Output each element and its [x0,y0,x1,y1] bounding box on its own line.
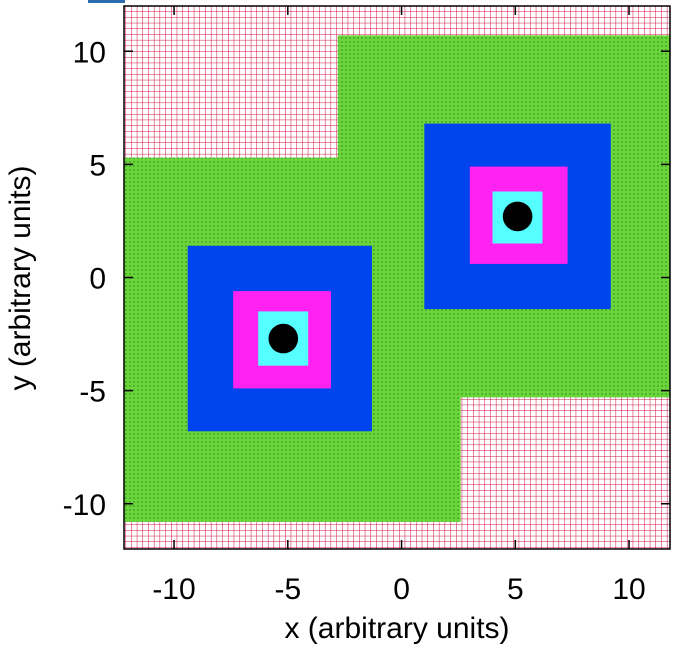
y-tick-label: 0 [89,263,106,296]
y-tick-label: -5 [79,376,106,409]
x-tick-label: 0 [393,573,410,606]
top-edge-accent [88,0,125,3]
black-dot-lower-left [268,323,299,354]
x-tick-label: -5 [274,573,301,606]
plot-area [124,6,670,549]
x-tick-label: 10 [612,573,645,606]
y-tick-label: -10 [63,489,106,522]
x-axis-label: x (arbitrary units) [284,612,509,645]
y-tick-label: 10 [73,36,106,69]
black-dot-upper-right [502,201,533,232]
points-layer [268,201,533,354]
x-tick-label: 5 [507,573,524,606]
y-tick-label: 5 [89,149,106,182]
ticks-layer: -10 -5 0 5 10 10 5 0 -5 -10 [63,6,670,606]
y-axis-label: y (arbitrary units) [4,165,37,390]
x-tick-label: -10 [152,573,195,606]
